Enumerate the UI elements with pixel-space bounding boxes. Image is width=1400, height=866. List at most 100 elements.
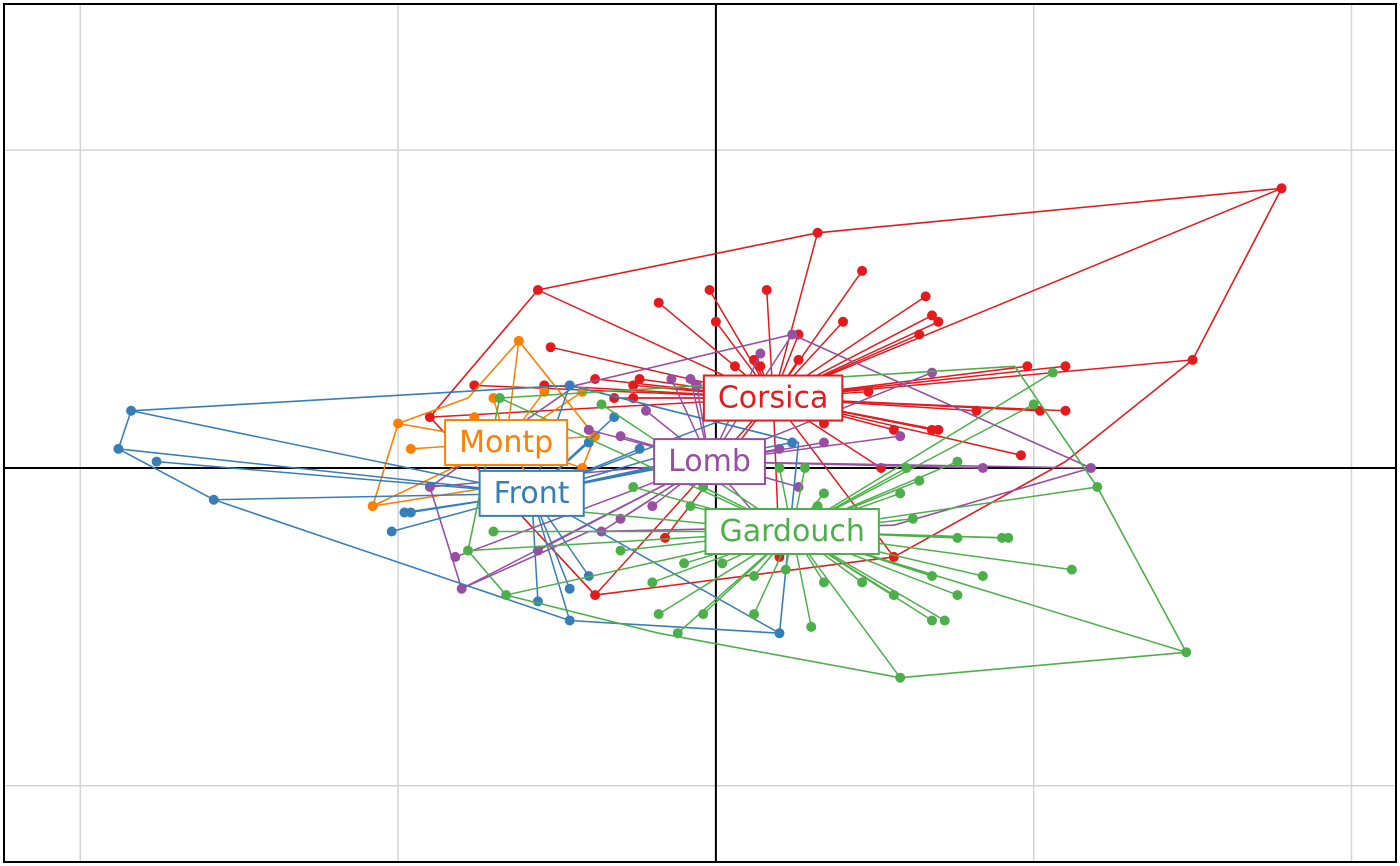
point-gardouch [774, 462, 785, 473]
point-corsica [888, 424, 899, 435]
point-gardouch [494, 393, 505, 404]
grid [4, 4, 1396, 862]
point-lomb [450, 551, 461, 562]
point-front [113, 443, 124, 454]
point-corsica [755, 361, 766, 372]
point-corsica [971, 405, 982, 416]
point-gardouch [615, 545, 626, 556]
point-gardouch [628, 482, 639, 493]
label-box-gardouch [704, 508, 880, 556]
point-front [774, 628, 785, 639]
hull-front [117, 384, 800, 635]
point-gardouch [952, 456, 963, 467]
point-lomb [755, 348, 766, 359]
point-gardouch [1181, 647, 1192, 658]
label-box-front [478, 469, 585, 517]
point-lomb [774, 443, 785, 454]
point-gardouch [895, 488, 906, 499]
point-gardouch [749, 571, 760, 581]
label-text-lomb: Lomb [668, 444, 751, 479]
point-corsica [793, 354, 804, 365]
point-gardouch [977, 571, 988, 581]
point-corsica [424, 412, 435, 423]
point-front [787, 437, 798, 448]
point-corsica [1276, 183, 1287, 194]
point-corsica [1187, 354, 1198, 365]
point-lomb [1085, 462, 1096, 473]
label-box-lomb [653, 438, 766, 486]
point-gardouch [1047, 367, 1058, 378]
label-text-gardouch: Gardouch [719, 514, 864, 549]
point-corsica [729, 361, 740, 372]
label-text-montp: Montp [459, 425, 553, 460]
point-lomb [927, 367, 937, 378]
point-lomb [615, 431, 626, 442]
point-front [208, 494, 219, 505]
point-gardouch [857, 577, 868, 588]
point-lomb [583, 424, 594, 435]
point-corsica [920, 291, 931, 302]
point-lomb [895, 431, 906, 442]
point-corsica [812, 227, 823, 238]
point-corsica [761, 285, 772, 295]
point-corsica [838, 316, 849, 327]
point-gardouch [501, 590, 512, 601]
point-corsica [590, 590, 601, 601]
point-lomb [666, 373, 677, 384]
point-gardouch [717, 558, 728, 569]
point-montp [393, 418, 404, 429]
point-corsica [857, 265, 868, 276]
point-corsica [469, 380, 480, 391]
point-gardouch [488, 526, 499, 537]
point-front [634, 443, 645, 454]
star-ray-front [213, 492, 532, 501]
label-gardouch: Gardouch [704, 508, 880, 556]
label-lomb: Lomb [653, 438, 766, 486]
point-gardouch [780, 564, 791, 575]
label-box-montp [444, 419, 569, 467]
point-front [386, 526, 397, 537]
point-corsica [1022, 361, 1033, 372]
point-corsica [933, 316, 944, 327]
point-gardouch [672, 628, 683, 639]
point-corsica [1060, 405, 1071, 416]
point-corsica [927, 310, 937, 321]
point-montp [405, 443, 416, 454]
point-lomb [647, 501, 658, 512]
point-gardouch [799, 462, 810, 473]
point-front [564, 583, 575, 594]
point-corsica [634, 373, 645, 384]
star-ray-front [118, 448, 532, 495]
point-gardouch [818, 577, 829, 588]
star-ray-gardouch [791, 531, 901, 679]
point-front [564, 380, 575, 391]
label-text-corsica: Corsica [718, 381, 828, 416]
point-corsica [863, 386, 874, 397]
point-montp [539, 386, 550, 397]
point-corsica [933, 424, 944, 435]
point-gardouch [1028, 399, 1039, 410]
point-gardouch [1066, 564, 1077, 575]
point-gardouch [685, 501, 696, 512]
point-lomb [787, 329, 798, 340]
point-montp [367, 501, 378, 512]
group-labels: Corsica Montp Lomb Front Gardouch [444, 374, 880, 556]
point-corsica [532, 285, 543, 295]
star-ray-front [130, 410, 532, 495]
point-gardouch [653, 609, 664, 620]
point-corsica [590, 373, 601, 384]
point-gardouch [1003, 532, 1014, 543]
point-gardouch [952, 590, 963, 601]
point-corsica [704, 285, 715, 295]
point-front [564, 615, 575, 626]
point-gardouch [927, 615, 937, 626]
plot-frame [3, 3, 1397, 863]
point-gardouch [463, 545, 473, 556]
star-ray-gardouch [791, 371, 1054, 533]
point-corsica [888, 551, 899, 562]
point-corsica [545, 342, 556, 353]
label-text-front: Front [494, 476, 570, 511]
point-corsica [710, 316, 721, 327]
